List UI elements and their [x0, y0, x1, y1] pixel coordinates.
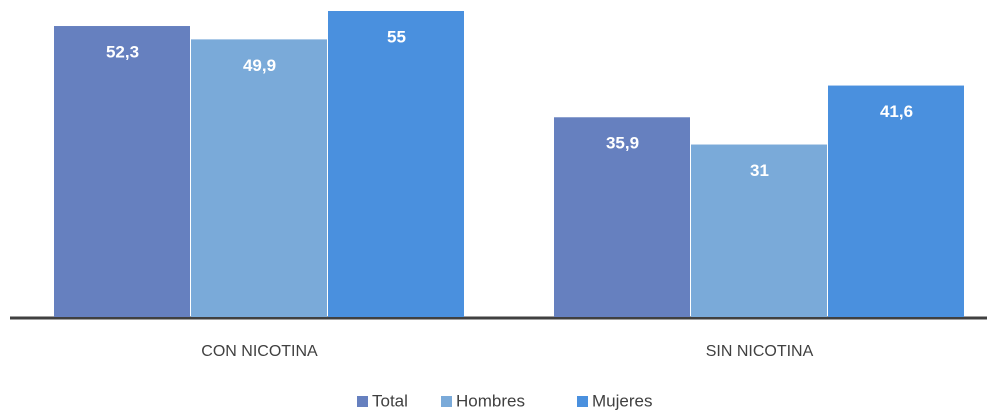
legend-swatch — [577, 396, 588, 407]
legend-label: Hombres — [456, 391, 525, 410]
value-label: 31 — [750, 161, 769, 180]
bar — [554, 117, 690, 317]
legend-label: Mujeres — [592, 391, 652, 410]
x-tick-label: CON NICOTINA — [201, 343, 318, 360]
bar — [828, 85, 964, 317]
value-label: 41,6 — [880, 102, 913, 121]
value-label: 52,3 — [106, 43, 139, 62]
bar — [691, 144, 827, 317]
value-label: 35,9 — [606, 134, 639, 153]
legend-label: Total — [372, 391, 408, 410]
value-label: 49,9 — [243, 56, 276, 75]
legend-swatch — [441, 396, 452, 407]
legend-swatch — [357, 396, 368, 407]
value-label: 55 — [387, 27, 406, 46]
bar — [54, 26, 190, 317]
bar — [328, 11, 464, 317]
x-tick-label: SIN NICOTINA — [706, 343, 814, 360]
bar — [191, 39, 327, 318]
